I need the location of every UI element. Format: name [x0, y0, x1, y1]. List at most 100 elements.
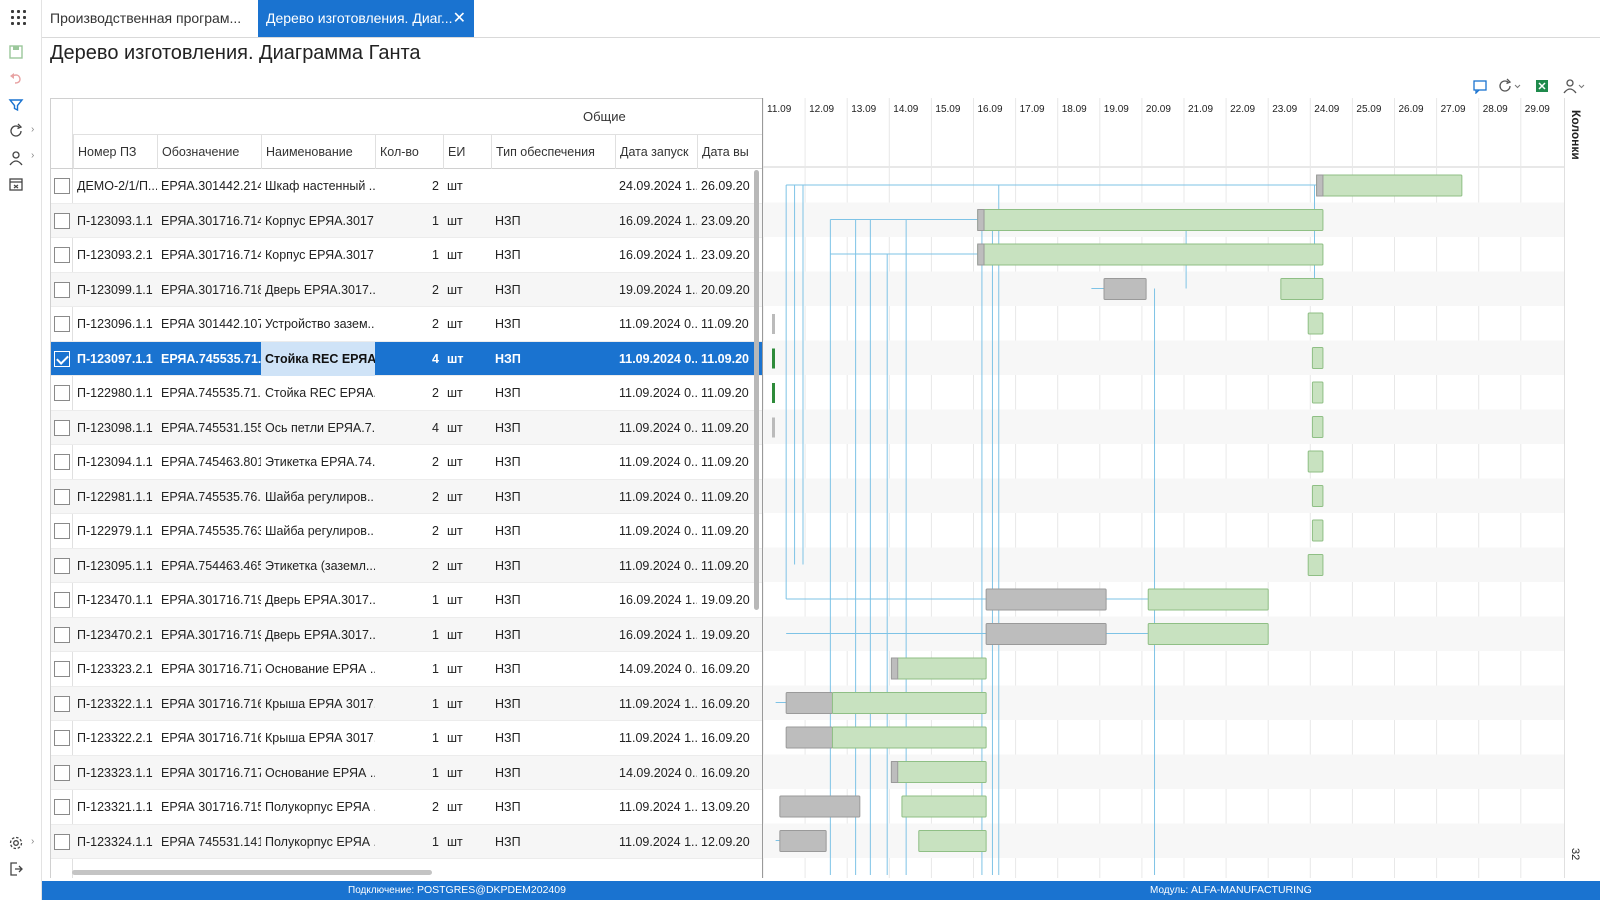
cell-qty[interactable]: 1	[432, 593, 439, 607]
cell-end[interactable]: 16.09.20	[701, 696, 750, 711]
cell-end[interactable]: 23.09.20	[701, 248, 750, 262]
cell-qty[interactable]: 4	[432, 420, 439, 435]
cell-qty[interactable]: 2	[432, 524, 439, 538]
table-row[interactable]: П-123324.1.1 ЕРЯА 745531.141 Полукорпус ЕР…	[51, 824, 762, 859]
table-row[interactable]: П-123096.1.1 ЕРЯА 301442.107 Устройство за…	[51, 307, 762, 342]
row-checkbox[interactable]	[54, 454, 70, 470]
cell-unit[interactable]: шт	[447, 351, 464, 366]
cell-name[interactable]: Крыша ЕРЯА 3017...	[265, 696, 375, 711]
refresh-menu-icon[interactable]	[1498, 78, 1522, 94]
cell-type[interactable]: НЗП	[495, 593, 521, 607]
cell-code[interactable]: ЕРЯА 745531.141	[161, 834, 261, 849]
cell-num[interactable]: ДЕМО-2/1/П...	[77, 179, 157, 193]
cell-unit[interactable]: шт	[447, 696, 463, 711]
cell-start[interactable]: 14.09.2024 0...	[619, 765, 697, 780]
cell-unit[interactable]: шт	[447, 420, 463, 435]
cell-start[interactable]: 11.09.2024 0...	[619, 455, 697, 469]
cell-name[interactable]: Стойка REC ЕРЯА....	[261, 341, 375, 376]
cell-name[interactable]: Шайба регулиров...	[265, 489, 375, 504]
cell-qty[interactable]: 2	[432, 800, 439, 814]
column-header[interactable]: Обозначение	[157, 135, 261, 169]
cell-start[interactable]: 11.09.2024 0...	[619, 351, 697, 366]
cell-num[interactable]: П-123324.1.1	[77, 834, 153, 849]
cell-code[interactable]: ЕРЯА.301716.719	[161, 593, 261, 607]
cell-code[interactable]: ЕРЯА.754463.465	[161, 558, 261, 573]
table-row[interactable]: П-122981.1.1 ЕРЯА.745535.76... Шайба регул…	[51, 479, 762, 514]
cell-unit[interactable]: шт	[447, 179, 463, 193]
settings-expand-icon[interactable]: ›	[31, 836, 35, 847]
cell-name[interactable]: Устройство зазем...	[265, 317, 375, 331]
cell-end[interactable]: 23.09.20	[701, 213, 750, 228]
cell-num[interactable]: П-123099.1.1	[77, 282, 153, 297]
cell-type[interactable]: НЗП	[495, 420, 521, 435]
cell-unit[interactable]: шт	[447, 386, 463, 400]
row-checkbox[interactable]	[54, 350, 70, 367]
column-header[interactable]: Тип обеспечения	[491, 135, 615, 169]
tab-gantt[interactable]: Дерево изготовления. Диаг... ✕	[258, 0, 474, 37]
cell-start[interactable]: 16.09.2024 1...	[619, 248, 697, 262]
cell-unit[interactable]: шт	[447, 248, 463, 262]
export-icon[interactable]	[8, 176, 24, 192]
refresh-icon[interactable]	[8, 123, 24, 139]
cell-type[interactable]: НЗП	[495, 524, 521, 538]
cell-type[interactable]: НЗП	[495, 351, 521, 366]
cell-num[interactable]: П-123323.2.1	[77, 662, 153, 676]
cell-type[interactable]: НЗП	[495, 213, 521, 228]
row-checkbox[interactable]	[54, 833, 70, 850]
cell-code[interactable]: ЕРЯА 301716.717	[161, 765, 261, 780]
cell-name[interactable]: Полукорпус ЕРЯА ...	[265, 834, 375, 849]
cell-name[interactable]: Полукорпус ЕРЯА ...	[265, 800, 375, 814]
cell-code[interactable]: ЕРЯА.745463.801	[161, 455, 261, 469]
cell-type[interactable]: НЗП	[495, 489, 521, 504]
cell-code[interactable]: ЕРЯА.745531.155	[161, 420, 261, 435]
horizontal-scrollbar[interactable]	[72, 870, 432, 875]
cell-qty[interactable]: 1	[432, 834, 439, 849]
cell-name[interactable]: Дверь ЕРЯА.3017...	[265, 282, 375, 297]
table-row[interactable]: П-123323.2.1 ЕРЯА 301716.717 Основание ЕРЯ…	[51, 652, 762, 687]
column-header[interactable]: Наименование	[261, 135, 375, 169]
cell-end[interactable]: 19.09.20	[701, 593, 750, 607]
cell-qty[interactable]: 2	[432, 386, 439, 400]
cell-unit[interactable]: шт	[447, 282, 463, 297]
row-checkbox[interactable]	[54, 212, 70, 229]
cell-num[interactable]: П-123094.1.1	[77, 455, 153, 469]
row-checkbox[interactable]	[54, 626, 70, 643]
cell-qty[interactable]: 2	[432, 179, 439, 193]
cell-unit[interactable]: шт	[447, 558, 463, 573]
apps-grid-icon[interactable]	[11, 10, 27, 26]
row-checkbox[interactable]	[54, 592, 70, 608]
cell-type[interactable]: НЗП	[495, 455, 521, 469]
table-row[interactable]: П-122979.1.1 ЕРЯА.745535.763 Шайба регулир…	[51, 514, 762, 549]
cell-code[interactable]: ЕРЯА.745535.71...	[161, 386, 261, 400]
table-row[interactable]: ДЕМО-2/1/П... ЕРЯА.301442.214 Шкаф настенн…	[51, 169, 762, 204]
cell-qty[interactable]: 1	[432, 662, 439, 676]
cell-num[interactable]: П-123098.1.1	[77, 420, 153, 435]
column-header[interactable]: Кол-во	[375, 135, 443, 169]
cell-end[interactable]: 11.09.20	[701, 558, 749, 573]
user-expand-icon[interactable]: ›	[31, 150, 35, 161]
settings-icon[interactable]	[8, 835, 24, 851]
table-row[interactable]: П-123322.1.1 ЕРЯА 301716.716 Крыша ЕРЯА 30…	[51, 686, 762, 721]
user-icon[interactable]	[8, 150, 24, 166]
cell-num[interactable]: П-123095.1.1	[77, 558, 153, 573]
cell-unit[interactable]: шт	[447, 524, 463, 538]
cell-start[interactable]: 11.09.2024 1...	[619, 834, 697, 849]
cell-type[interactable]: НЗП	[495, 800, 521, 814]
cell-end[interactable]: 11.09.20	[701, 455, 749, 469]
cell-qty[interactable]: 2	[432, 558, 439, 573]
row-checkbox[interactable]	[54, 730, 70, 746]
cell-qty[interactable]: 1	[432, 248, 439, 262]
column-header[interactable]: ЕИ	[443, 135, 491, 169]
cell-start[interactable]: 11.09.2024 1...	[619, 696, 697, 711]
row-checkbox[interactable]	[54, 695, 70, 712]
cell-code[interactable]: ЕРЯА.745535.71...	[161, 351, 261, 366]
cell-num[interactable]: П-123322.2.1	[77, 731, 153, 745]
cell-unit[interactable]: шт	[447, 800, 463, 814]
row-checkbox[interactable]	[54, 488, 70, 505]
table-row[interactable]: П-123098.1.1 ЕРЯА.745531.155 Ось петли ЕРЯ…	[51, 410, 762, 445]
tab-production-program[interactable]: Производственная програм...	[42, 0, 256, 37]
cell-name[interactable]: Основание ЕРЯА ...	[265, 662, 375, 676]
cell-name[interactable]: Крыша ЕРЯА 3017...	[265, 731, 375, 745]
cell-num[interactable]: П-123470.2.1	[77, 627, 153, 642]
cell-qty[interactable]: 1	[432, 731, 439, 745]
